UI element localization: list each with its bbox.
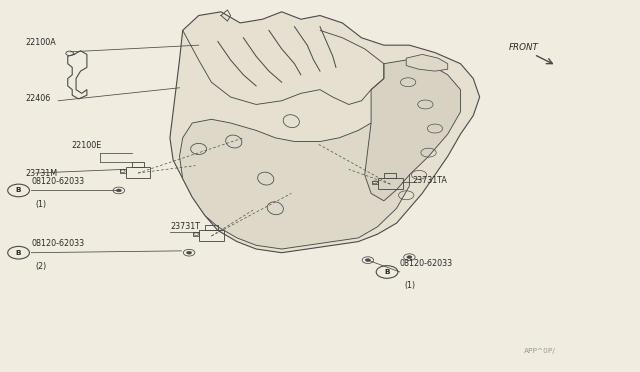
- Text: 08120-62033: 08120-62033: [400, 259, 453, 267]
- Text: 23731M: 23731M: [25, 169, 57, 177]
- Text: 22406: 22406: [25, 94, 50, 103]
- Polygon shape: [170, 12, 479, 253]
- Text: 08120-62033: 08120-62033: [31, 239, 84, 248]
- Circle shape: [365, 259, 371, 262]
- Text: 23731T: 23731T: [170, 222, 200, 231]
- Text: 23731TA: 23731TA: [413, 176, 447, 185]
- Text: APP^0P/: APP^0P/: [524, 348, 556, 354]
- Text: B: B: [16, 250, 21, 256]
- Text: 22100A: 22100A: [25, 38, 56, 47]
- Text: (2): (2): [36, 262, 47, 271]
- Circle shape: [407, 256, 412, 259]
- Polygon shape: [179, 119, 410, 249]
- Text: (1): (1): [36, 200, 47, 209]
- Text: B: B: [384, 269, 390, 275]
- Text: (1): (1): [404, 281, 415, 290]
- Text: 08120-62033: 08120-62033: [31, 177, 84, 186]
- Circle shape: [116, 189, 122, 192]
- Circle shape: [186, 251, 191, 254]
- Text: 22100E: 22100E: [71, 141, 101, 150]
- Text: FRONT: FRONT: [508, 42, 538, 51]
- Text: B: B: [16, 187, 21, 193]
- Polygon shape: [406, 54, 448, 71]
- Polygon shape: [365, 60, 461, 201]
